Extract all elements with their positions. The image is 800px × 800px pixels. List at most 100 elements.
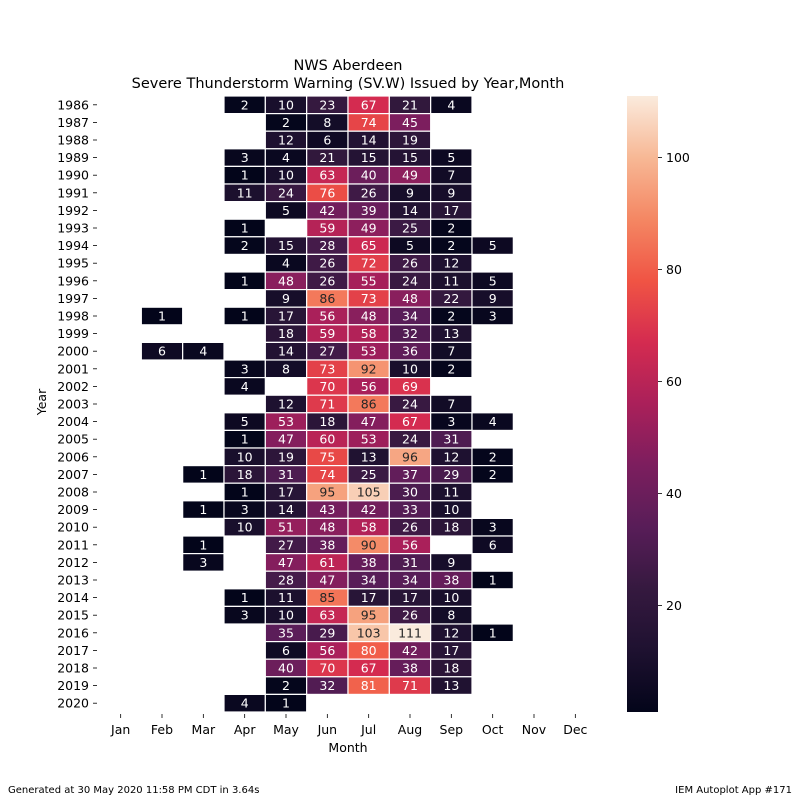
cell-value-label: 25 [402, 221, 418, 236]
cell-value-label: 58 [361, 520, 377, 535]
cell-value-label: 1 [241, 309, 249, 324]
cell-value-label: 3 [489, 309, 497, 324]
cell-value-label: 56 [319, 643, 335, 658]
colorbar-tick-label: 40 [666, 486, 682, 501]
cell-value-label: 74 [361, 115, 377, 130]
y-tick-label: 2017 [57, 643, 89, 658]
cell-value-label: 67 [361, 661, 377, 676]
cell-value-label: 28 [319, 238, 335, 253]
cell-value-label: 19 [402, 133, 418, 148]
cell-value-label: 47 [319, 573, 335, 588]
cell-value-label: 86 [361, 397, 377, 412]
cell-value-label: 74 [319, 467, 335, 482]
y-tick-label: 2019 [57, 678, 89, 693]
heatmap-cell [471, 306, 514, 326]
cell-value-label: 17 [278, 485, 294, 500]
x-tick-label: Jan [110, 722, 130, 737]
cell-value-label: 2 [282, 678, 290, 693]
y-tick-label: 1990 [57, 168, 89, 183]
cell-value-label: 56 [402, 537, 418, 552]
heatmap-cell [471, 465, 514, 484]
cell-value-label: 26 [402, 608, 418, 623]
cell-value-label: 5 [406, 238, 414, 253]
y-axis-label: Year [34, 388, 49, 416]
cell-value-label: 92 [361, 361, 377, 376]
cell-value-label: 8 [282, 361, 290, 376]
cell-value-label: 38 [319, 537, 335, 552]
colorbar-tick-label: 20 [666, 598, 682, 613]
cell-value-label: 3 [241, 502, 249, 517]
cell-value-label: 53 [361, 432, 377, 447]
y-tick-label: 2005 [57, 432, 89, 447]
cell-value-label: 29 [319, 625, 335, 640]
cell-value-label: 30 [402, 485, 418, 500]
cell-value-label: 63 [319, 608, 335, 623]
cell-value-label: 2 [241, 97, 249, 112]
cell-value-label: 26 [402, 256, 418, 271]
y-tick-label: 2006 [57, 449, 89, 464]
cell-value-label: 12 [278, 397, 294, 412]
cell-value-label: 10 [402, 361, 418, 376]
cell-value-label: 12 [443, 256, 459, 271]
cell-value-label: 3 [241, 361, 249, 376]
cell-value-label: 24 [278, 185, 294, 200]
cell-value-label: 1 [282, 696, 290, 711]
cell-value-label: 67 [361, 97, 377, 112]
x-tick-label: Dec [563, 722, 587, 737]
cell-value-label: 37 [402, 467, 418, 482]
cell-value-label: 36 [402, 344, 418, 359]
cell-value-label: 38 [443, 573, 459, 588]
y-tick-label: 1989 [57, 150, 89, 165]
cell-value-label: 1 [241, 273, 249, 288]
cell-value-label: 3 [447, 414, 455, 429]
y-tick-label: 1987 [57, 115, 89, 130]
cell-value-label: 43 [319, 502, 335, 517]
cell-value-label: 105 [357, 485, 381, 500]
cell-value-label: 40 [278, 661, 294, 676]
footer-generated-text: Generated at 30 May 2020 11:58 PM CDT in… [8, 785, 260, 796]
cell-value-label: 60 [319, 432, 335, 447]
cell-value-label: 49 [361, 221, 377, 236]
cell-value-label: 2 [447, 238, 455, 253]
y-tick-label: 2011 [57, 537, 89, 552]
cell-value-label: 9 [489, 291, 497, 306]
cell-value-label: 4 [447, 97, 455, 112]
cell-value-label: 1 [241, 432, 249, 447]
cell-value-label: 42 [402, 643, 418, 658]
y-tick-label: 2018 [57, 661, 89, 676]
y-tick-label: 2007 [57, 467, 89, 482]
cell-value-label: 47 [278, 432, 294, 447]
cell-value-label: 67 [402, 414, 418, 429]
cell-value-label: 42 [361, 502, 377, 517]
cell-value-label: 9 [447, 185, 455, 200]
cell-value-label: 1 [489, 573, 497, 588]
y-tick-label: 1988 [57, 133, 89, 148]
y-tick-label: 1997 [57, 291, 89, 306]
cell-value-label: 75 [319, 449, 335, 464]
cell-value-label: 45 [402, 115, 418, 130]
heatmap-cell [140, 306, 184, 326]
cell-value-label: 48 [361, 309, 377, 324]
cell-value-label: 24 [402, 397, 418, 412]
cell-value-label: 10 [237, 520, 253, 535]
y-tick-label: 1993 [57, 221, 89, 236]
y-tick-label: 2003 [57, 397, 89, 412]
cell-value-label: 33 [402, 502, 418, 517]
cell-value-label: 80 [361, 643, 377, 658]
cell-value-label: 32 [402, 326, 418, 341]
cell-value-label: 95 [361, 608, 377, 623]
cell-value-label: 5 [447, 150, 455, 165]
cell-value-label: 103 [357, 625, 381, 640]
cell-value-label: 63 [319, 168, 335, 183]
x-tick-label: Jul [360, 722, 376, 737]
cell-value-label: 8 [447, 608, 455, 623]
cell-value-label: 10 [443, 590, 459, 605]
cell-value-label: 10 [237, 449, 253, 464]
heatmap-cell [471, 623, 514, 643]
cell-value-label: 17 [278, 309, 294, 324]
cell-value-label: 1 [199, 467, 207, 482]
cell-value-label: 4 [199, 344, 207, 359]
x-tick-label: Nov [522, 722, 547, 737]
chart-title: NWS Aberdeen [294, 58, 403, 74]
